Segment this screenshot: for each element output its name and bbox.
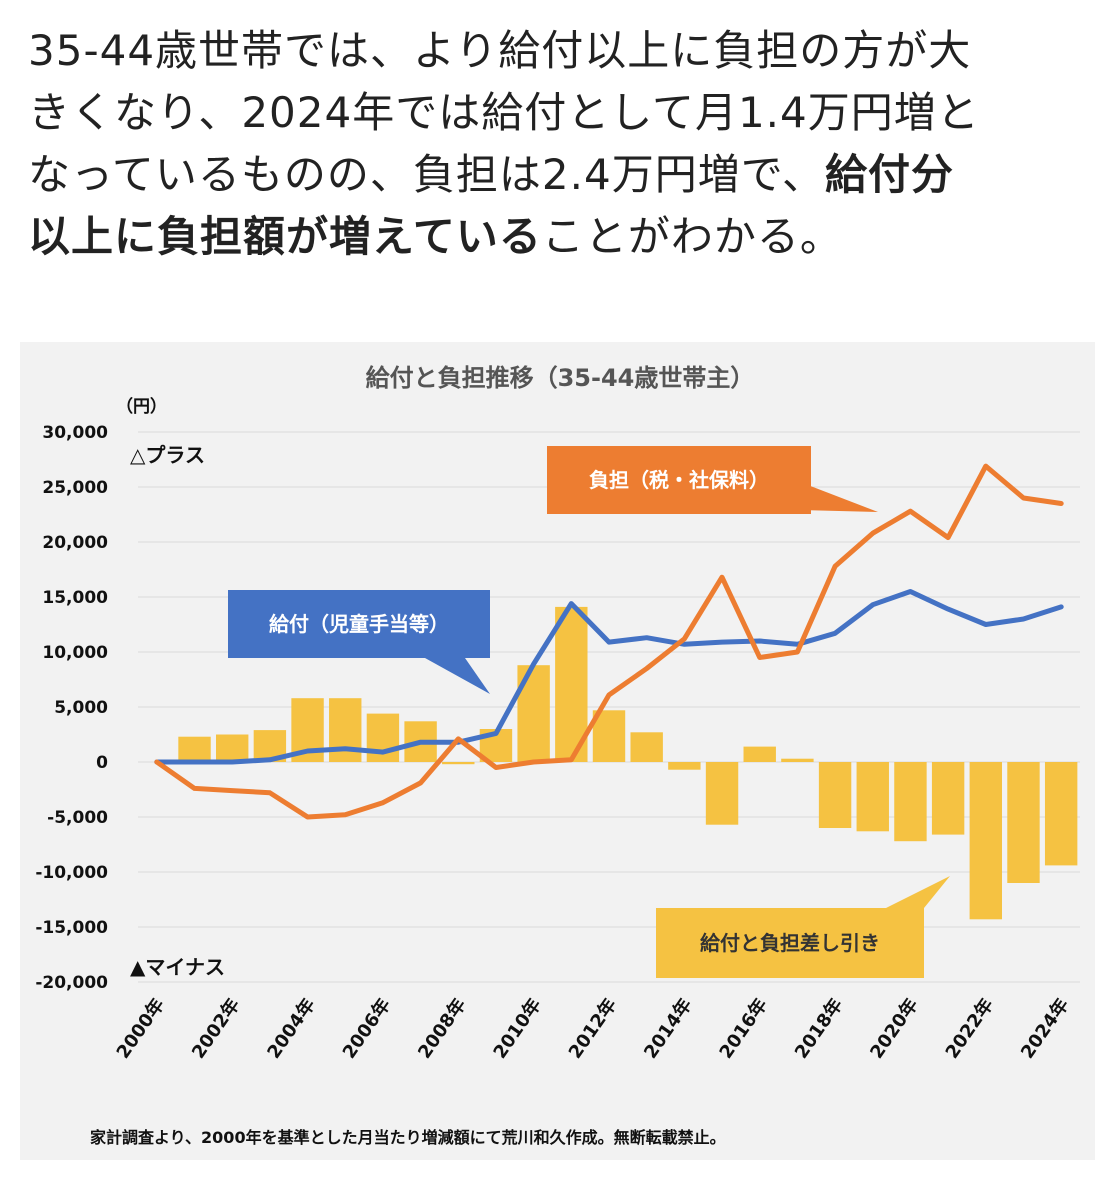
x-tick-label: 2006年	[338, 994, 395, 1062]
difference-bar	[630, 732, 663, 762]
benefit-callout-label: 給付（児童手当等）	[269, 612, 449, 636]
x-tick-label: 2012年	[564, 994, 621, 1062]
x-tick-label: 2010年	[489, 994, 546, 1062]
article-text: 35-44歳世帯では、より給付以上に負担の方が大 きくなり、2024年では給付と…	[28, 20, 1068, 268]
difference-bar	[894, 762, 927, 842]
difference-callout-box	[656, 908, 924, 978]
difference-bar	[178, 736, 211, 762]
source-note: 家計調査より、2000年を基準とした月当たり増減額にて荒川和久作成。無断転載禁止…	[90, 1128, 726, 1147]
x-tick-label: 2024年	[1016, 994, 1073, 1062]
chart-title: 給付と負担推移（35-44歳世帯主）	[366, 364, 755, 392]
benefit-callout-pointer	[425, 658, 490, 694]
y-tick-label: -15,000	[35, 918, 108, 938]
difference-bar	[442, 762, 475, 765]
difference-bar	[856, 762, 889, 832]
difference-callout-label: 給付と負担差し引き	[700, 931, 880, 955]
difference-bar	[705, 762, 739, 825]
minus-label: ▲マイナス	[130, 955, 225, 979]
gridlines	[138, 431, 1080, 983]
difference-bar	[668, 762, 701, 770]
difference-bar	[592, 710, 626, 762]
x-tick-label: 2000年	[112, 994, 169, 1062]
article-bold-text: 以上に負担額が増えている	[28, 212, 542, 261]
benefit-callout-box	[228, 590, 490, 658]
y-unit-label: （円）	[116, 396, 167, 417]
article-line: 35-44歳世帯では、より給付以上に負担の方が大	[28, 26, 972, 75]
difference-bar	[818, 762, 852, 828]
burden-callout-label: 負担（税・社保料）	[589, 468, 769, 492]
y-tick-label: 25,000	[42, 478, 108, 498]
line-series	[154, 463, 1064, 820]
article-text-segment: ことがわかる。	[541, 212, 843, 261]
difference-bar	[969, 762, 1003, 920]
article-line: 以上に負担額が増えていることがわかる。	[28, 206, 1068, 268]
x-axis: 2000年 2002年 2004年 2006年 2008年 2010年 2012年 2014年…	[112, 994, 1073, 1062]
x-tick-label: 2018年	[790, 994, 847, 1062]
y-tick-label: 10,000	[42, 643, 108, 663]
difference-bar	[1007, 762, 1040, 883]
y-tick-label: 5,000	[54, 698, 108, 718]
difference-bar	[743, 746, 776, 762]
x-tick-label: 2022年	[941, 994, 998, 1062]
burden-callout-pointer	[800, 482, 878, 512]
difference-bar	[215, 734, 249, 762]
y-tick-label: -20,000	[35, 973, 108, 993]
article-text-segment: なっているものの、負担は2.4万円増で、	[28, 150, 826, 199]
y-tick-label: 0	[96, 753, 108, 773]
burden-line	[154, 463, 1064, 820]
chart-frame: 給付と負担推移（35-44歳世帯主） （円） △プラス ▲マイナス 30,000…	[20, 342, 1095, 1160]
plus-label: △プラス	[130, 443, 205, 467]
difference-bar	[781, 758, 814, 762]
burden-callout-box	[547, 446, 811, 514]
difference-bar	[555, 606, 588, 762]
x-tick-label: 2002年	[187, 994, 244, 1062]
x-tick-label: 2008年	[413, 994, 470, 1062]
x-tick-label: 2016年	[715, 994, 772, 1062]
article-line: きくなり、2024年では給付として月1.4万円増と	[28, 88, 980, 137]
x-tick-label: 2014年	[639, 994, 696, 1062]
benefit-line	[154, 589, 1064, 765]
article-bold-text: 給付分	[825, 150, 955, 199]
y-tick-label: 30,000	[42, 423, 108, 443]
y-tick-label: 15,000	[42, 588, 108, 608]
difference-bar	[1044, 762, 1078, 866]
y-tick-label: -10,000	[35, 863, 108, 883]
chart-svg: 給付と負担推移（35-44歳世帯主） （円） △プラス ▲マイナス 30,000…	[35, 364, 1080, 1063]
difference-bar	[366, 713, 400, 762]
y-axis: 30,000 25,000 20,000 15,000 10,000 5,000 0 -5,0…	[35, 423, 108, 993]
difference-callout-pointer	[886, 876, 950, 908]
callouts: 給付（児童手当等） 負担（税・社保料） 給付と負担差し引き	[228, 446, 950, 978]
x-tick-label: 2020年	[865, 994, 922, 1062]
x-tick-label: 2004年	[263, 994, 320, 1062]
difference-bar	[329, 698, 362, 762]
y-tick-label: -5,000	[47, 808, 108, 828]
y-tick-label: 20,000	[42, 533, 108, 553]
article-line: なっているものの、負担は2.4万円増で、給付分	[28, 144, 1068, 206]
difference-bar	[931, 762, 965, 835]
